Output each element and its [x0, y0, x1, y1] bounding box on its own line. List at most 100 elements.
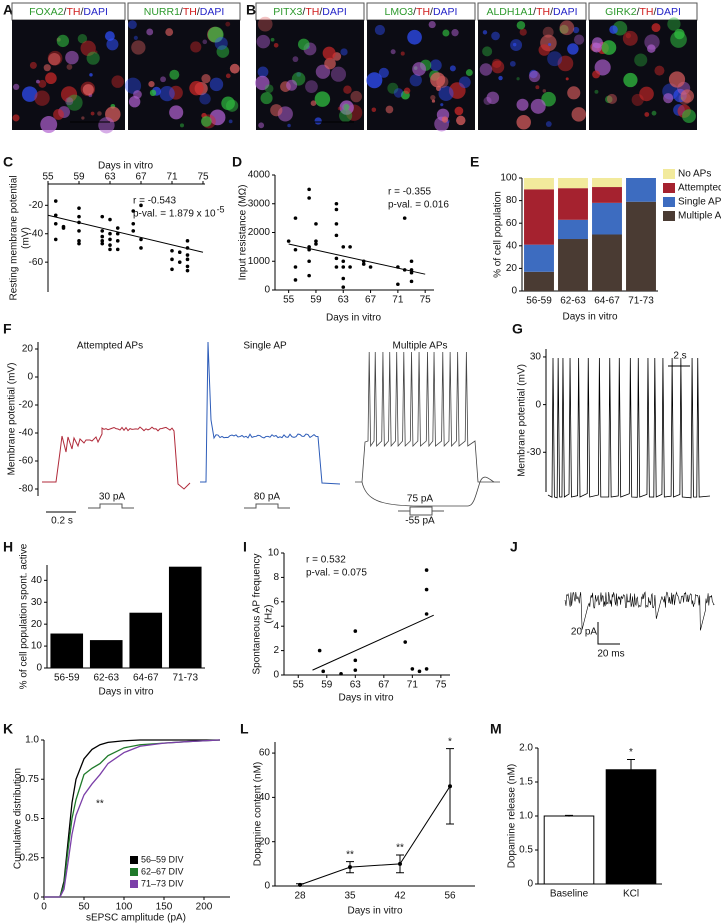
bar-segment	[592, 202, 622, 235]
micrograph-cell	[190, 41, 202, 53]
micrograph-cell	[400, 51, 405, 56]
image-label-part: LMO3	[385, 6, 414, 18]
y-axis-label: Cumulative distribution	[13, 768, 24, 869]
y-axis-label: Input resistance (MΩ)	[238, 185, 249, 281]
legend-swatch	[663, 211, 675, 221]
micrograph-cell	[225, 73, 231, 79]
micrograph-cell	[409, 74, 422, 87]
point	[100, 234, 105, 239]
micrograph-cell	[548, 42, 552, 47]
x-axis-label: Days in vitro	[98, 687, 153, 698]
micrograph-cell	[146, 28, 154, 36]
y-tick-label: 0	[264, 285, 270, 296]
micrograph-cell	[440, 103, 444, 107]
x-tick-label: 28	[294, 891, 306, 902]
point	[185, 253, 190, 257]
y-axis-label: Spontaneous AP frequency	[252, 553, 263, 674]
x-tick-label: 55	[293, 680, 305, 691]
x-tick-label: KCl	[623, 889, 639, 900]
micrograph-cell	[663, 93, 674, 104]
micrograph-cell	[264, 84, 274, 94]
y-tick-label: 0	[527, 879, 533, 890]
micrograph-cell	[324, 57, 336, 70]
y-axis-label: Dopamine content (nM)	[253, 762, 264, 867]
trace	[564, 591, 715, 631]
x-tick-label: 62-63	[93, 673, 119, 684]
micrograph-cell	[491, 31, 500, 41]
panel-label: A	[3, 2, 13, 18]
micrograph-cell	[479, 63, 493, 76]
micrograph-cell	[314, 117, 322, 125]
micrograph-cell	[458, 76, 471, 89]
x-tick-label: 59	[310, 295, 322, 306]
legend-label: 62–67 DIV	[141, 866, 184, 876]
x-tick-label: 71-73	[172, 673, 198, 684]
point	[77, 206, 81, 210]
image-label: GIRK2/TH/DAPI	[605, 6, 681, 18]
x-tick-label: 67	[378, 680, 390, 691]
x-tick-label: 67	[365, 295, 377, 306]
micrograph-cell	[165, 28, 174, 36]
point	[353, 629, 358, 633]
micrograph-cell	[438, 85, 454, 101]
point	[353, 658, 358, 663]
annotation: **	[96, 799, 104, 810]
y-axis-label: (Hz)	[264, 605, 275, 624]
y-axis-label: Resting membrane potential	[9, 175, 20, 300]
y-tick-label: -40	[19, 428, 34, 439]
trace	[361, 476, 495, 507]
x-tick-label: 59	[321, 680, 333, 691]
point	[115, 226, 120, 230]
micrograph-cell	[257, 16, 273, 32]
micrograph-cell	[292, 56, 299, 63]
micrograph-cell	[528, 70, 541, 83]
x-tick-label: 75	[435, 680, 447, 691]
micrograph-cell	[591, 42, 602, 53]
y-tick-label: 100	[500, 173, 517, 184]
legend-swatch	[663, 183, 675, 193]
y-tick-label: 4	[273, 621, 279, 632]
micrograph-cell	[38, 79, 47, 88]
micrograph-cell	[60, 86, 78, 103]
annotation: r = -0.355	[388, 187, 432, 198]
bar	[50, 633, 84, 669]
micrograph-cell	[124, 77, 142, 94]
image-label-part: /	[430, 6, 433, 18]
bar-segment	[626, 178, 656, 202]
micrograph-cell	[337, 106, 342, 111]
point	[339, 671, 343, 676]
image-label-part: ALDH1A1	[486, 6, 533, 18]
micrograph-cell	[179, 123, 185, 128]
x-axis-label: Days in vitro	[338, 693, 393, 704]
y-tick-label: 30	[31, 597, 43, 608]
y-tick-label: 0.5	[519, 845, 533, 856]
image-label-part: NURR1	[144, 6, 180, 18]
micrograph-cell	[442, 29, 450, 37]
micrograph-cell	[339, 109, 353, 123]
annotation: p-val. = 1.879 x 10	[133, 209, 216, 220]
micrograph-cell	[111, 75, 124, 88]
micrograph-cell	[538, 44, 551, 56]
image-label-part: DAPI	[553, 6, 578, 18]
micrograph-cell	[169, 105, 184, 120]
panel-label: F	[3, 321, 12, 337]
micrograph-cell	[256, 34, 271, 49]
point	[424, 667, 429, 671]
image-label: PITX3/TH/DAPI	[273, 6, 347, 18]
point	[334, 233, 339, 238]
point	[334, 222, 339, 226]
y-tick-label: 20	[506, 263, 518, 274]
bar	[129, 612, 163, 669]
y-tick-label: -20	[29, 200, 44, 211]
point	[321, 669, 326, 674]
micrograph-cell	[43, 64, 51, 72]
significance: **	[346, 849, 354, 860]
y-axis-label: Membrane potential (mV)	[7, 363, 18, 476]
micrograph-cell	[133, 90, 142, 99]
micrograph-cell	[258, 122, 265, 129]
panel-label: H	[3, 539, 13, 555]
image-label-part: TH	[305, 6, 319, 18]
y-axis-label: Membrane potential (mV)	[517, 364, 528, 477]
x-tick-label: 150	[156, 902, 173, 913]
